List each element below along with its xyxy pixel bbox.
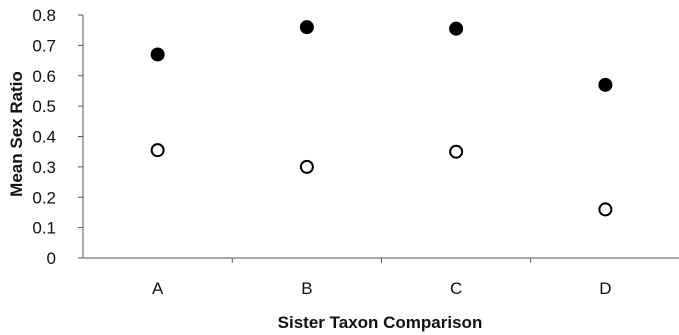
x-tick-label: B [301, 279, 312, 298]
filled-point-D [598, 77, 613, 92]
y-tick-label: 0.4 [32, 128, 56, 147]
y-tick-label: 0.2 [32, 188, 56, 207]
filled-point-C [449, 21, 464, 36]
y-axis-title: Mean Sex Ratio [7, 71, 26, 197]
x-axis-title: Sister Taxon Comparison [278, 313, 483, 332]
filled-point-A [150, 47, 165, 62]
x-axis: A B C D [83, 257, 679, 298]
y-tick-label: 0 [47, 249, 56, 268]
open-point-D [598, 202, 613, 217]
x-tick-label: C [450, 279, 462, 298]
x-tick-label: D [599, 279, 611, 298]
y-axis: 0 0.1 0.2 0.3 0.4 0.5 0.6 0.7 0.8 [32, 6, 84, 268]
y-tick-label: 0.8 [32, 6, 56, 25]
y-tick-label: 0.5 [32, 97, 56, 116]
open-point-A [150, 143, 165, 158]
y-tick-label: 0.6 [32, 67, 56, 86]
filled-point-B [299, 20, 314, 35]
open-point-C [449, 144, 464, 159]
y-tick-label: 0.7 [32, 36, 56, 55]
y-tick-label: 0.3 [32, 158, 56, 177]
x-tick-label: A [152, 279, 164, 298]
y-tick-label: 0.1 [32, 219, 56, 238]
data-points [150, 20, 613, 217]
open-point-B [299, 159, 314, 174]
